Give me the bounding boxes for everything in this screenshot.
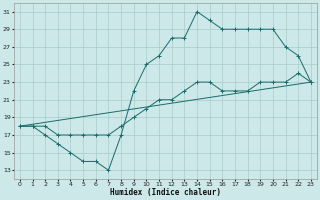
X-axis label: Humidex (Indice chaleur): Humidex (Indice chaleur) <box>110 188 221 197</box>
